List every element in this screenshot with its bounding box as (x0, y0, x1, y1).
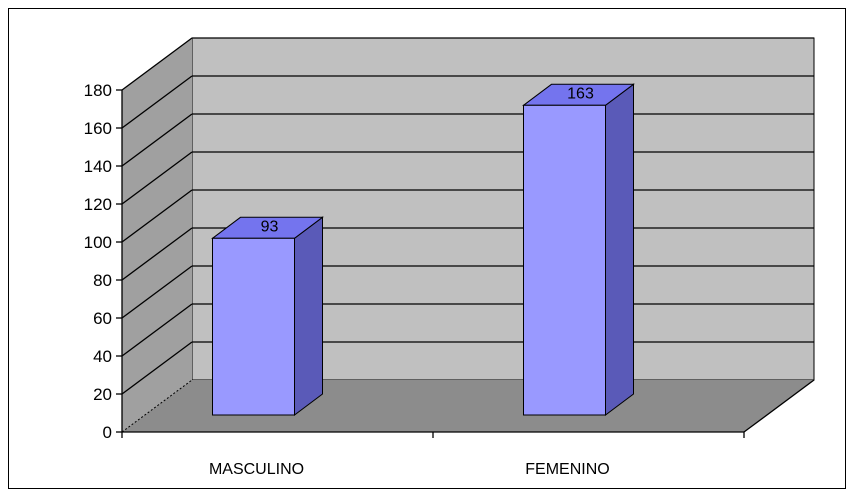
gridline-side (121, 341, 193, 395)
bars (211, 83, 635, 416)
y-tick-label: 80 (93, 271, 112, 290)
gridline-side (121, 151, 193, 205)
bar-front (523, 104, 606, 416)
y-tick-label: 160 (84, 119, 112, 138)
y-tick-label: 140 (84, 157, 112, 176)
gridline-side (121, 37, 193, 91)
labels: 0 20 40 60 80 100 120 140 160 180 93 MASCULINO 163 FE… (84, 81, 610, 478)
gridline-side (121, 75, 193, 129)
floor-edge-dashed (121, 379, 193, 433)
y-tick-label: 20 (93, 385, 112, 404)
bar-front (212, 237, 295, 416)
y-tick-label: 180 (84, 81, 112, 100)
y-tick-label: 0 (103, 423, 112, 442)
gridline-side (121, 303, 193, 357)
gridline-side (121, 265, 193, 319)
side-wall (122, 38, 192, 432)
gridline-side (121, 227, 193, 281)
gridline-side (121, 189, 193, 243)
category-label: MASCULINO (209, 461, 304, 478)
y-tick-label: 40 (93, 347, 112, 366)
y-tick-label: 120 (84, 195, 112, 214)
data-label: 163 (567, 85, 594, 102)
floor-right-edge (743, 379, 815, 433)
category-label: FEMENINO (525, 461, 609, 478)
y-tick-label: 100 (84, 233, 112, 252)
data-label: 93 (261, 218, 279, 235)
bar-masculino (211, 216, 324, 416)
gridlines (121, 37, 814, 433)
bar-femenino (522, 83, 635, 416)
axes (116, 89, 815, 438)
bar-side (605, 83, 634, 416)
bar-side (294, 216, 323, 416)
y-tick-label: 60 (93, 309, 112, 328)
gridline-side (121, 113, 193, 167)
